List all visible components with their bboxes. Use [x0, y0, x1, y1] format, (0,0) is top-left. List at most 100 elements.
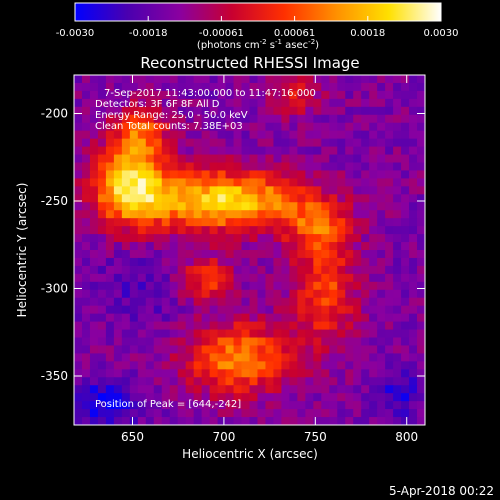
heatmap-cell	[337, 257, 346, 267]
heatmap-cell	[177, 369, 187, 378]
heatmap-cell	[385, 194, 394, 203]
heatmap-cell	[129, 353, 139, 362]
heatmap-cell	[417, 226, 425, 235]
heatmap-cell	[321, 98, 330, 108]
heatmap-cell	[89, 321, 99, 331]
heatmap-cell	[385, 122, 394, 132]
heatmap-cell	[297, 321, 306, 331]
heatmap-cell	[305, 162, 314, 172]
heatmap-cell	[353, 162, 362, 172]
heatmap-cell	[329, 393, 338, 402]
heatmap-cell	[161, 305, 171, 315]
heatmap-cell	[377, 75, 386, 84]
heatmap-cell	[393, 369, 402, 378]
heatmap-cell	[353, 186, 362, 195]
heatmap-cell	[337, 210, 346, 219]
x-tick-label: 700	[212, 430, 235, 444]
heatmap-cell	[233, 337, 243, 347]
heatmap-cell	[74, 273, 83, 283]
heatmap-cell	[225, 273, 235, 283]
heatmap-cell	[273, 417, 283, 425]
heatmap-cell	[289, 90, 298, 100]
heatmap-cell	[385, 114, 394, 124]
heatmap-cell	[409, 186, 418, 195]
heatmap-cell	[297, 377, 306, 386]
heatmap-cell	[201, 401, 211, 410]
heatmap-cell	[137, 162, 147, 172]
heatmap-cell	[145, 250, 155, 259]
heatmap-cell	[74, 226, 83, 235]
heatmap-cell	[281, 98, 290, 108]
heatmap-cell	[217, 106, 227, 116]
heatmap-cell	[393, 361, 402, 370]
heatmap-cell	[137, 257, 147, 267]
heatmap-cell	[217, 305, 227, 315]
heatmap-cell	[417, 75, 425, 84]
heatmap-cell	[393, 82, 402, 92]
heatmap-cell	[81, 162, 91, 172]
heatmap-cell	[233, 90, 243, 100]
heatmap-cell	[241, 265, 251, 275]
heatmap-cell	[153, 242, 163, 251]
heatmap-cell	[185, 146, 195, 156]
heatmap-cell	[89, 265, 99, 275]
heatmap-cell	[393, 98, 402, 108]
heatmap-cell	[345, 369, 354, 378]
heatmap-cell	[353, 234, 362, 243]
heatmap-cell	[97, 313, 107, 323]
heatmap-cell	[193, 361, 203, 370]
heatmap-cell	[241, 417, 251, 425]
heatmap-cell	[369, 106, 378, 116]
heatmap-cell	[257, 297, 267, 307]
heatmap-cell	[113, 305, 123, 315]
heatmap-cell	[321, 385, 330, 394]
heatmap-cell	[329, 409, 338, 418]
heatmap-cell	[369, 329, 378, 339]
heatmap-cell	[97, 90, 107, 100]
heatmap-cell	[233, 202, 243, 211]
heatmap-cell	[169, 146, 179, 156]
heatmap-cell	[177, 401, 187, 410]
heatmap-cell	[201, 186, 211, 195]
heatmap-cell	[417, 297, 425, 307]
heatmap-cell	[137, 313, 147, 323]
heatmap-cell	[369, 82, 378, 92]
peak-label: Position of Peak = [644,-242]	[95, 399, 241, 410]
heatmap-cell	[225, 106, 235, 116]
heatmap-cell	[281, 90, 290, 100]
heatmap-cell	[321, 146, 330, 156]
heatmap-cell	[137, 353, 147, 362]
heatmap-cell	[313, 289, 322, 299]
heatmap-cell	[393, 385, 402, 394]
heatmap-cell	[209, 210, 219, 219]
heatmap-cell	[81, 226, 91, 235]
heatmap-cell	[74, 202, 83, 211]
heatmap-cell	[345, 226, 354, 235]
heatmap-cell	[289, 82, 298, 92]
heatmap-cell	[169, 385, 179, 394]
heatmap-cell	[169, 218, 179, 227]
heatmap-cell	[89, 345, 99, 354]
heatmap-cell	[409, 234, 418, 243]
heatmap-cell	[337, 305, 346, 315]
heatmap-cell	[337, 393, 346, 402]
heatmap-cell	[321, 337, 330, 347]
heatmap-cell	[361, 385, 370, 394]
heatmap-cell	[369, 202, 378, 211]
heatmap-cell	[185, 329, 195, 339]
heatmap-cell	[145, 377, 155, 386]
heatmap-cell	[97, 369, 107, 378]
heatmap-cell	[145, 82, 155, 92]
heatmap-cell	[329, 178, 338, 187]
heatmap-cell	[89, 210, 99, 219]
heatmap-cell	[193, 337, 203, 347]
heatmap-cell	[105, 178, 115, 187]
heatmap-cell	[201, 369, 211, 378]
heatmap-cell	[145, 122, 155, 132]
heatmap-cell	[74, 75, 83, 84]
heatmap-cell	[353, 98, 362, 108]
heatmap-cell	[305, 154, 314, 164]
heatmap-cell	[225, 401, 235, 410]
heatmap-cell	[393, 106, 402, 116]
heatmap-cell	[265, 345, 275, 354]
